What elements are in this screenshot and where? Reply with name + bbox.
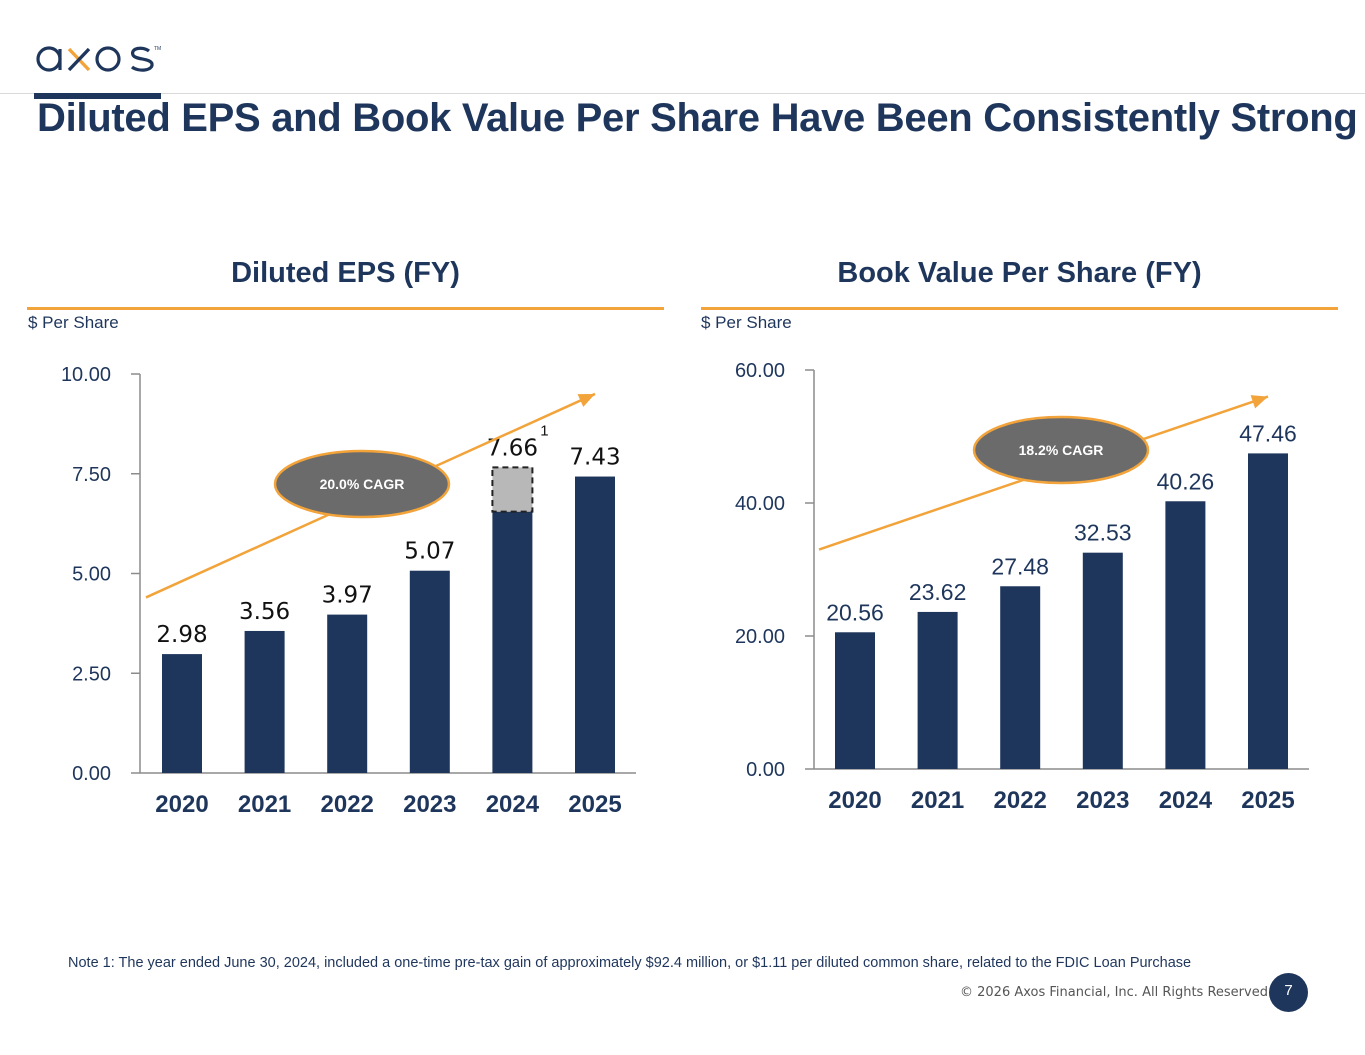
eps-y-tick-label: 0.00: [72, 763, 111, 785]
bvps-chart-title: Book Value Per Share (FY): [837, 257, 1202, 289]
eps-x-tick-label: 2023: [403, 791, 456, 818]
eps-cagr-badge: [273, 449, 451, 519]
page-number-badge: 7: [1269, 973, 1308, 1012]
eps-data-label: 3.97: [322, 583, 373, 609]
eps-y-tick-label: 5.00: [72, 564, 111, 586]
eps-x-tick-label: 2021: [238, 791, 291, 818]
axos-logo: TM: [34, 40, 164, 80]
eps-bar: [575, 476, 615, 773]
eps-y-tick-label: 10.00: [61, 364, 111, 386]
footnote: Note 1: The year ended June 30, 2024, in…: [68, 955, 1192, 971]
eps-bar: [409, 570, 450, 773]
eps-bar-highlight: [491, 466, 534, 513]
eps-bar: [492, 511, 533, 773]
header-divider: [0, 93, 1365, 94]
eps-chart-title: Diluted EPS (FY): [231, 257, 460, 289]
eps-trend-arrowhead: [577, 393, 595, 407]
copyright: © 2026 Axos Financial, Inc. All Rights R…: [960, 985, 1273, 1000]
eps-y-tick-label: 7.50: [72, 464, 111, 486]
eps-x-tick-label: 2025: [568, 791, 621, 818]
eps-data-label: 5.07: [404, 539, 455, 565]
logo-underline-bar: [34, 93, 161, 99]
bvps-title-rule: [701, 307, 1338, 310]
eps-bar: [327, 614, 368, 773]
eps-x-tick-label: 2024: [486, 791, 540, 818]
eps-bar: [162, 654, 202, 773]
eps-title-rule: [27, 307, 664, 310]
eps-data-label: 2.98: [156, 622, 207, 648]
eps-footnote-marker: 1: [540, 422, 548, 439]
page-title: Diluted EPS and Book Value Per Share Hav…: [37, 96, 1358, 140]
eps-x-tick-label: 2022: [321, 791, 374, 818]
axos-logo-mark: TM: [36, 46, 161, 72]
svg-text:TM: TM: [154, 46, 161, 52]
eps-unit-label: $ Per Share: [28, 313, 119, 332]
eps-y-tick-label: 2.50: [72, 663, 111, 685]
eps-data-label: 7.43: [569, 445, 620, 471]
eps-x-tick-label: 2020: [155, 791, 208, 818]
eps-cagr-label: 20.0% CAGR: [320, 476, 405, 492]
bvps-unit-label: $ Per Share: [701, 313, 792, 332]
eps-bar: [244, 630, 285, 773]
eps-data-label: 3.56: [239, 599, 290, 625]
